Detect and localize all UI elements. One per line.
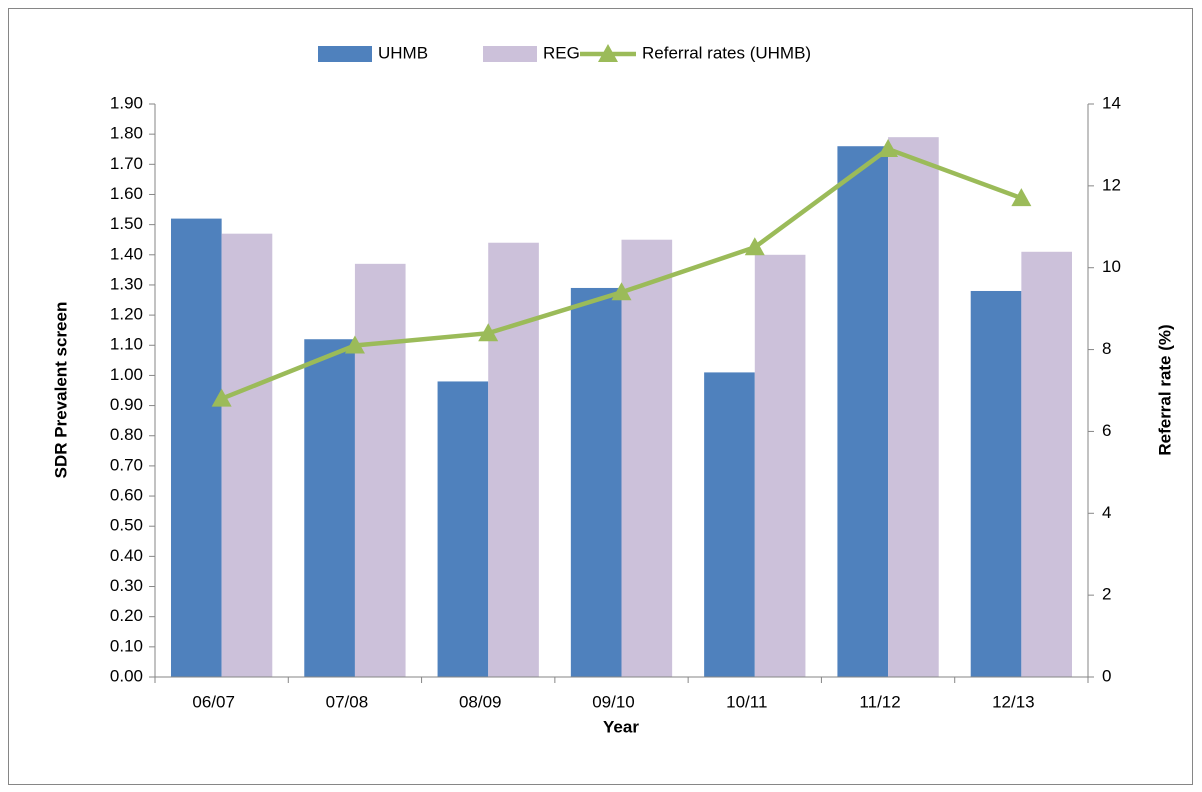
x-tick-label: 09/10 (592, 692, 635, 711)
y-tick-label: 1.00 (110, 365, 143, 384)
y2-axis-title: Referral rate (%) (1155, 324, 1174, 455)
bar (888, 137, 939, 677)
y-tick-label: 0.70 (110, 455, 143, 474)
line-marker (1011, 188, 1032, 207)
line-marker (878, 139, 899, 158)
y2-tick-label: 6 (1102, 421, 1111, 440)
bar (304, 339, 355, 677)
y-tick-label: 1.80 (110, 124, 143, 143)
x-tick-label: 08/09 (459, 692, 502, 711)
y-tick-label: 0.10 (110, 636, 143, 655)
x-tick-label: 12/13 (992, 692, 1035, 711)
y2-tick-label: 0 (1102, 666, 1111, 685)
x-tick-label: 06/07 (192, 692, 235, 711)
legend-label: Referral rates (UHMB) (642, 43, 811, 62)
y-tick-label: 0.90 (110, 395, 143, 414)
line-marker (344, 335, 365, 354)
y-tick-label: 0.60 (110, 486, 143, 505)
bar (354, 263, 406, 677)
bar (704, 372, 755, 677)
legend-label: UHMB (378, 43, 428, 62)
bar (837, 146, 889, 677)
bar (437, 381, 489, 677)
bar (488, 242, 539, 677)
y-tick-label: 1.30 (110, 274, 143, 293)
legend-marker (598, 44, 618, 62)
y-tick-label: 1.20 (110, 305, 143, 324)
legend-swatch (318, 46, 372, 62)
y-tick-label: 1.60 (110, 184, 143, 203)
y-tick-label: 1.90 (110, 93, 143, 112)
x-tick-label: 10/11 (726, 692, 767, 711)
y2-tick-label: 12 (1102, 175, 1121, 194)
y-tick-label: 0.00 (110, 666, 143, 685)
y-tick-label: 1.50 (110, 214, 143, 233)
y-tick-label: 0.80 (110, 425, 143, 444)
bar (754, 254, 806, 677)
y-tick-label: 0.20 (110, 606, 143, 625)
legend-swatch (483, 46, 537, 62)
y2-tick-label: 4 (1102, 503, 1111, 522)
line-marker (478, 323, 499, 342)
line-marker (744, 237, 765, 256)
x-tick-label: 07/08 (326, 692, 369, 711)
bar (1021, 251, 1073, 677)
bar (221, 233, 273, 677)
x-tick-label: 11/12 (859, 692, 900, 711)
bar (570, 287, 622, 677)
bar (170, 218, 222, 677)
bar (970, 290, 1022, 677)
y-tick-label: 1.10 (110, 335, 143, 354)
y-tick-label: 1.40 (110, 244, 143, 263)
y2-tick-label: 10 (1102, 257, 1121, 276)
legend-label: REG (543, 43, 580, 62)
y-axis-title: SDR Prevalent screen (51, 302, 70, 479)
line-marker (211, 388, 232, 407)
x-axis-title: Year (603, 717, 639, 736)
y2-tick-label: 8 (1102, 339, 1111, 358)
y2-tick-label: 14 (1102, 93, 1121, 112)
y2-tick-label: 2 (1102, 585, 1111, 604)
y-tick-label: 0.50 (110, 516, 143, 535)
y-tick-label: 0.40 (110, 546, 143, 565)
line-marker (611, 282, 632, 301)
y-tick-label: 1.70 (110, 154, 143, 173)
y-tick-label: 0.30 (110, 576, 143, 595)
bar (621, 239, 673, 678)
